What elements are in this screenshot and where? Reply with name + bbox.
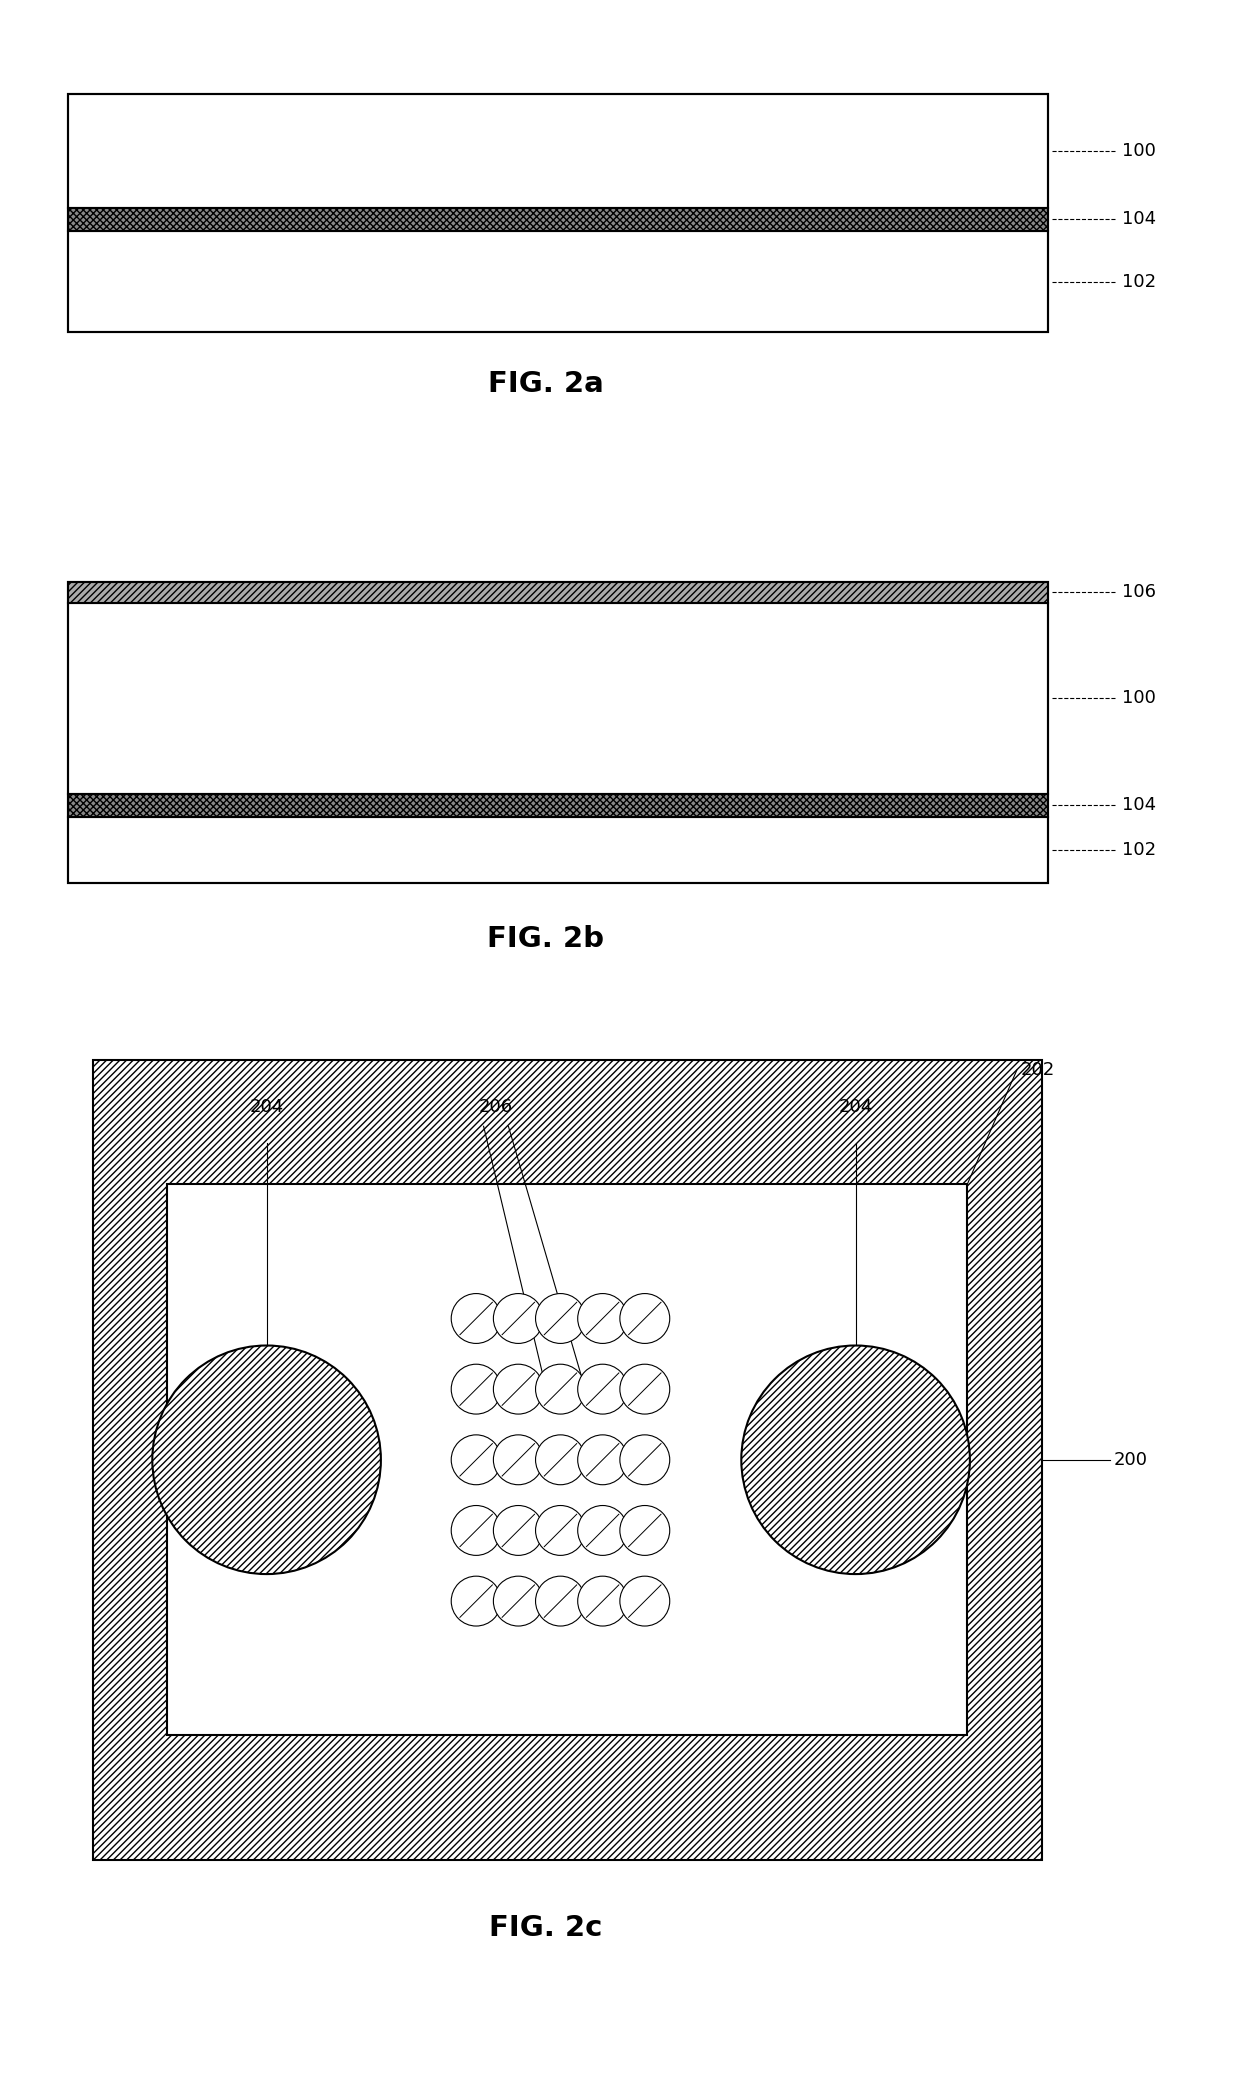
Bar [68, 94, 1048, 208]
Bar [68, 582, 1048, 883]
Text: 200: 200 [1114, 1450, 1147, 1469]
Ellipse shape [620, 1575, 670, 1625]
Bar [167, 1184, 967, 1735]
Text: 104: 104 [1122, 210, 1157, 229]
Ellipse shape [536, 1293, 585, 1342]
Ellipse shape [536, 1575, 585, 1625]
Ellipse shape [620, 1363, 670, 1413]
Ellipse shape [451, 1434, 501, 1484]
Ellipse shape [536, 1434, 585, 1484]
Ellipse shape [742, 1347, 970, 1575]
Ellipse shape [578, 1363, 627, 1413]
Bar [68, 208, 1048, 231]
Ellipse shape [494, 1363, 543, 1413]
Bar [68, 794, 1048, 817]
Ellipse shape [451, 1504, 501, 1556]
Bar [68, 94, 1048, 332]
Ellipse shape [536, 1363, 585, 1413]
Ellipse shape [494, 1434, 543, 1484]
Ellipse shape [536, 1504, 585, 1556]
Ellipse shape [153, 1347, 381, 1575]
Text: 206: 206 [479, 1097, 513, 1116]
Text: FIG. 2c: FIG. 2c [489, 1914, 603, 1943]
Text: FIG. 2a: FIG. 2a [487, 370, 604, 399]
Text: 104: 104 [1122, 796, 1157, 815]
Ellipse shape [578, 1293, 627, 1342]
Text: 100: 100 [1122, 690, 1156, 707]
Ellipse shape [578, 1434, 627, 1484]
Ellipse shape [620, 1293, 670, 1342]
Text: FIG. 2b: FIG. 2b [487, 925, 604, 954]
Ellipse shape [620, 1434, 670, 1484]
Text: 204: 204 [249, 1097, 284, 1116]
Ellipse shape [578, 1504, 627, 1556]
Text: 100: 100 [1122, 141, 1156, 160]
Ellipse shape [494, 1575, 543, 1625]
Text: 102: 102 [1122, 842, 1157, 858]
Ellipse shape [494, 1504, 543, 1556]
Ellipse shape [451, 1293, 501, 1342]
Ellipse shape [578, 1575, 627, 1625]
Bar [68, 817, 1048, 883]
Text: 204: 204 [838, 1097, 873, 1116]
Ellipse shape [620, 1504, 670, 1556]
Text: 202: 202 [1021, 1062, 1055, 1078]
Bar [68, 582, 1048, 603]
Ellipse shape [451, 1575, 501, 1625]
Bar [68, 603, 1048, 794]
Bar [68, 231, 1048, 332]
Bar [93, 1060, 1042, 1860]
Text: 106: 106 [1122, 584, 1156, 601]
Ellipse shape [494, 1293, 543, 1342]
Text: 102: 102 [1122, 272, 1157, 291]
Ellipse shape [451, 1363, 501, 1413]
